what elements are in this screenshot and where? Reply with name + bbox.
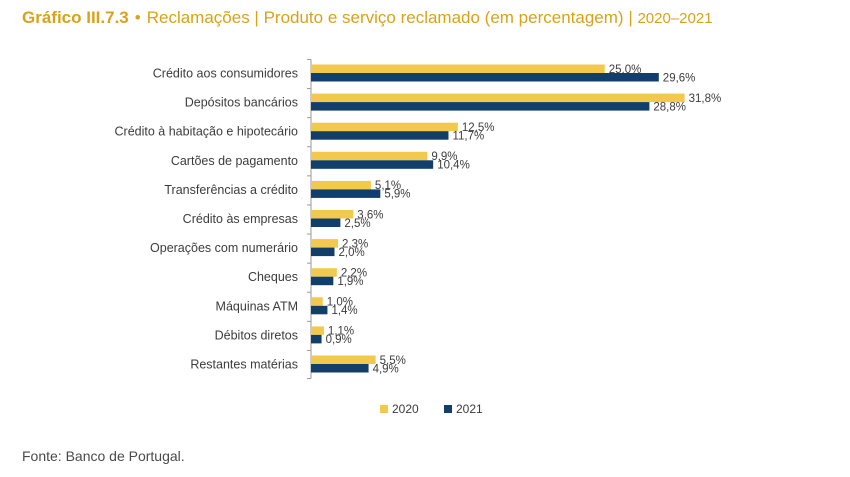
chart-title: Gráfico III.7.3 • Reclamações | Produto e …: [22, 7, 713, 30]
bar-2020: [311, 151, 428, 161]
category-label: Depósitos bancários: [185, 96, 298, 110]
chart-title-id: Gráfico III.7.3: [22, 8, 129, 27]
bar-2020: [311, 239, 339, 248]
bar-2020: [311, 326, 324, 335]
bar-2021: [311, 160, 434, 169]
category-label: Crédito às empresas: [183, 212, 298, 226]
data-label-2021: 2,0%: [339, 247, 365, 259]
data-label-2020: 31,8%: [689, 93, 722, 105]
bar-2021: [311, 276, 334, 286]
data-label-2020: 9,9%: [431, 151, 457, 163]
data-label-2020: 25,0%: [609, 64, 642, 76]
category-label: Débitos diretos: [215, 328, 298, 342]
category-label: Crédito aos consumidores: [153, 67, 298, 81]
category-label: Operações com numerário: [150, 241, 298, 255]
chart-title-text: Reclamações | Produto e serviço reclamad…: [146, 8, 624, 27]
bar-2021: [311, 73, 659, 82]
bar-2021: [311, 334, 322, 344]
bar-2020: [311, 93, 685, 103]
data-label-2020: 2,2%: [341, 267, 367, 279]
chart-title-separator: |: [628, 8, 633, 27]
data-label-2020: 5,1%: [375, 180, 401, 192]
category-label: Restantes matérias: [190, 358, 298, 372]
chart-title-years: 2020–2021: [637, 10, 713, 27]
data-label-2021: 11,7%: [452, 130, 484, 142]
data-label-2021: 28,8%: [653, 101, 686, 113]
bar-2021: [311, 364, 369, 373]
legend-swatch-2021: [444, 405, 452, 413]
bar-2020: [311, 355, 376, 364]
legend-label-2021: 2021: [456, 402, 483, 416]
data-label-2021: 1,4%: [331, 305, 357, 317]
bar-2020: [311, 122, 458, 132]
category-label: Transferências a crédito: [164, 183, 298, 197]
bar-2021: [311, 102, 650, 111]
bar-2020: [311, 297, 323, 306]
data-label-2020: 12,5%: [462, 122, 495, 134]
data-label-2021: 0,9%: [326, 334, 352, 346]
data-label-2021: 1,9%: [337, 276, 363, 288]
data-label-2021: 29,6%: [663, 72, 696, 84]
category-label: Crédito à habitação e hipotecário: [115, 125, 299, 139]
bar-2021: [311, 218, 341, 227]
data-label-2020: 1,1%: [328, 326, 354, 338]
bar-2020: [311, 210, 354, 219]
bar-2021: [311, 131, 449, 140]
bar-2021: [311, 189, 381, 198]
data-label-2021: 10,4%: [437, 160, 470, 172]
bar-2020: [311, 180, 371, 190]
chart-title-bullet: •: [134, 8, 141, 27]
legend-swatch-2020: [380, 405, 388, 413]
data-label-2021: 4,9%: [373, 363, 399, 375]
data-label-2021: 5,9%: [384, 189, 410, 201]
data-label-2021: 2,5%: [344, 218, 370, 230]
bar-2021: [311, 305, 328, 315]
bar-2020: [311, 64, 605, 73]
bar-2020: [311, 268, 337, 277]
bar-2021: [311, 247, 335, 257]
data-label-2020: 5,5%: [380, 355, 406, 367]
category-label: Cartões de pagamento: [171, 154, 298, 168]
source-note: Fonte: Banco de Portugal.: [22, 448, 185, 464]
category-label: Cheques: [248, 270, 298, 284]
data-label-2020: 2,3%: [342, 238, 368, 250]
category-label: Máquinas ATM: [216, 299, 298, 313]
data-label-2020: 1,0%: [327, 297, 353, 309]
legend-label-2020: 2020: [392, 402, 419, 416]
data-label-2020: 3,6%: [357, 209, 383, 221]
